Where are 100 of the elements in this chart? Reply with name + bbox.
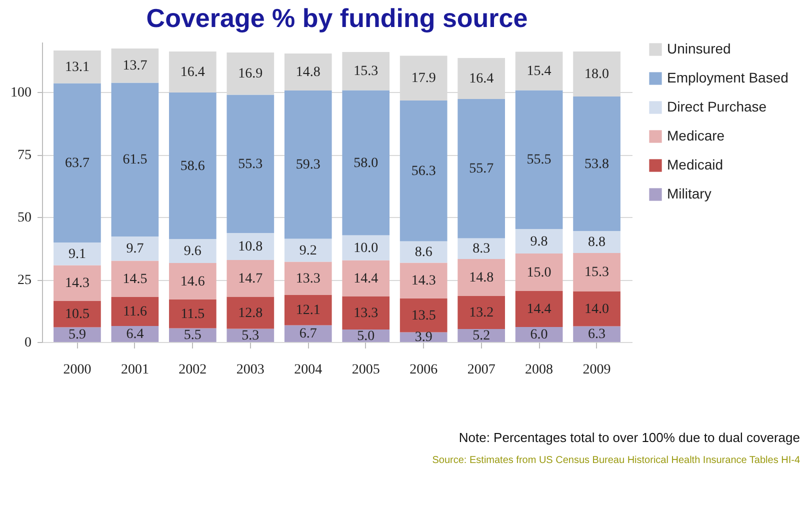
data-label: 3.9 [414,330,432,346]
data-label: 12.8 [238,306,263,321]
data-label: 14.8 [469,270,494,286]
data-label: 5.2 [472,328,490,344]
bar [226,233,274,260]
data-label: 9.1 [68,246,86,262]
bar [284,325,332,342]
data-label: 63.7 [64,156,90,171]
data-label: 15.4 [526,64,552,79]
bar [573,96,620,231]
data-label: 14.4 [354,271,378,286]
x-tick-label: 2002 [178,362,207,378]
data-label: 6.7 [299,326,317,342]
bar [458,296,505,329]
y-tick-label: 25 [18,273,32,288]
legend-label: Employment Based [667,70,788,86]
bar [342,260,390,296]
bar [54,301,101,328]
bar [573,291,620,326]
bar [226,296,274,329]
bar [573,326,620,342]
data-label: 16.9 [238,66,263,82]
x-tick-label: 2007 [467,362,496,378]
data-label: 61.5 [122,152,148,168]
bar [54,50,101,84]
bar [226,260,274,297]
bar [284,90,332,239]
x-tick-label: 2000 [63,362,92,378]
data-label: 9.2 [299,243,317,258]
data-label: 59.3 [296,158,320,173]
x-tick-label: 2003 [236,362,264,378]
data-label: 18.0 [584,67,610,82]
bar [342,52,390,90]
data-label: 56.3 [411,164,436,179]
x-tick-label: 2006 [410,362,438,378]
data-label: 13.3 [354,306,378,321]
bar [400,262,448,298]
bar [54,242,101,266]
x-tick-label: 2009 [582,362,611,378]
bar [111,82,159,236]
bar [284,295,332,326]
y-tick-label: 0 [24,336,32,350]
bar [284,54,332,90]
data-label: 6.0 [530,328,548,342]
legend-label: Uninsured [667,40,731,56]
bar [284,262,332,295]
x-tick-label: 2004 [294,362,322,378]
data-label: 14.3 [411,274,436,289]
data-label: 5.5 [184,328,202,344]
data-label: 53.8 [584,156,610,172]
bar [54,83,101,242]
data-label: 6.3 [588,327,606,342]
bar [400,298,448,332]
bar [400,241,448,263]
data-label: 14.3 [64,276,90,292]
bar [342,90,390,236]
legend-label: Direct Purchase [667,98,767,114]
data-label: 14.4 [526,302,552,317]
data-label: 13.3 [296,271,320,286]
data-label: 10.8 [238,240,263,254]
x-tick-label: 2001 [120,362,149,378]
data-label: 8.3 [472,242,490,257]
data-label: 9.7 [126,242,144,257]
data-label: 15.3 [584,265,610,280]
data-label: 14.8 [296,65,320,80]
data-label: 5.0 [357,328,375,344]
bar [400,100,448,242]
bar [458,99,505,238]
bar [284,238,332,262]
data-label: 9.8 [530,234,548,250]
bar [342,235,390,260]
legend-label: Medicaid [667,156,724,172]
bar [111,48,159,83]
data-label: 12.1 [296,303,320,318]
data-label: 10.5 [64,307,90,322]
bar [515,254,563,291]
bar [458,238,505,259]
data-label: 58.6 [180,158,205,174]
bar [515,291,563,327]
data-label: 16.4 [180,65,205,80]
x-tick-label: 2008 [525,362,554,378]
data-label: 9.6 [184,244,202,259]
bar [111,260,159,297]
text: Note: Percentages total to over 100% due to dual coverage [458,430,800,445]
bar [226,94,274,233]
data-label: 13.5 [411,308,436,324]
data-label: 5.9 [68,328,86,343]
data-label: 58.0 [354,156,378,171]
bar [111,297,159,326]
bar [169,92,216,239]
data-label: 15.3 [354,64,378,80]
bar [573,231,620,253]
data-label: 55.3 [238,156,263,172]
bar [515,90,563,229]
data-label: 55.7 [469,162,494,177]
data-label: 13.2 [469,306,494,320]
bar [342,296,390,330]
data-label: 15.0 [526,265,552,280]
bar [169,263,216,300]
source-note: Source: Estimates from US Census Bureau Historical Health Insurance Tables HI-4 [431,455,800,466]
